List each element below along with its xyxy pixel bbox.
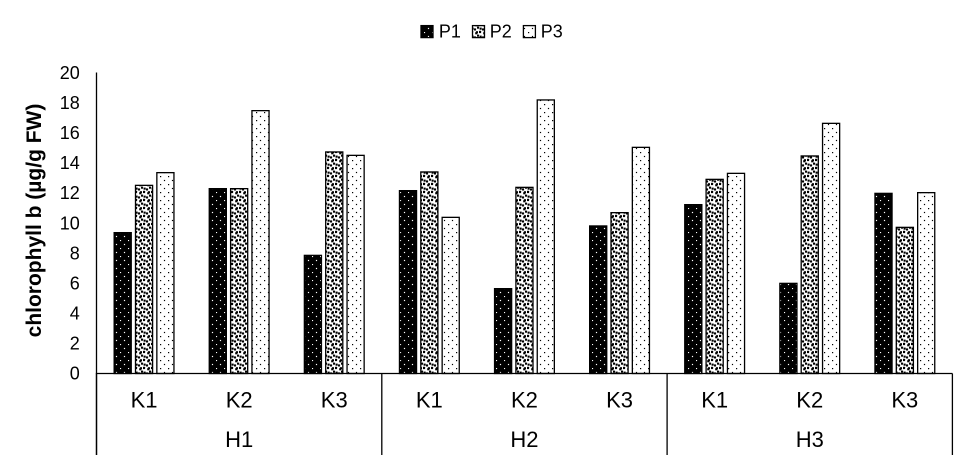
svg-text:K2: K2 xyxy=(226,388,253,413)
svg-text:12: 12 xyxy=(60,183,80,203)
svg-text:20: 20 xyxy=(60,63,80,83)
svg-text:P3: P3 xyxy=(541,22,563,42)
svg-text:H3: H3 xyxy=(796,427,824,452)
svg-text:0: 0 xyxy=(70,364,80,384)
svg-text:K3: K3 xyxy=(606,388,633,413)
svg-text:K1: K1 xyxy=(701,388,728,413)
svg-text:8: 8 xyxy=(70,243,80,263)
svg-text:10: 10 xyxy=(60,213,80,233)
svg-text:4: 4 xyxy=(70,303,80,323)
svg-text:P2: P2 xyxy=(490,22,512,42)
svg-text:K2: K2 xyxy=(511,388,538,413)
svg-text:K3: K3 xyxy=(321,388,348,413)
svg-text:chlorophyll b (µg/g FW): chlorophyll b (µg/g FW) xyxy=(23,104,46,338)
svg-text:K3: K3 xyxy=(891,388,918,413)
svg-text:6: 6 xyxy=(70,273,80,293)
svg-text:K2: K2 xyxy=(796,388,823,413)
svg-text:K1: K1 xyxy=(131,388,158,413)
svg-text:16: 16 xyxy=(60,123,80,143)
svg-text:P1: P1 xyxy=(439,22,461,42)
svg-text:18: 18 xyxy=(60,93,80,113)
svg-text:H1: H1 xyxy=(225,427,253,452)
svg-text:K1: K1 xyxy=(416,388,443,413)
svg-text:2: 2 xyxy=(70,334,80,354)
svg-text:H2: H2 xyxy=(510,427,538,452)
svg-text:14: 14 xyxy=(60,153,80,173)
